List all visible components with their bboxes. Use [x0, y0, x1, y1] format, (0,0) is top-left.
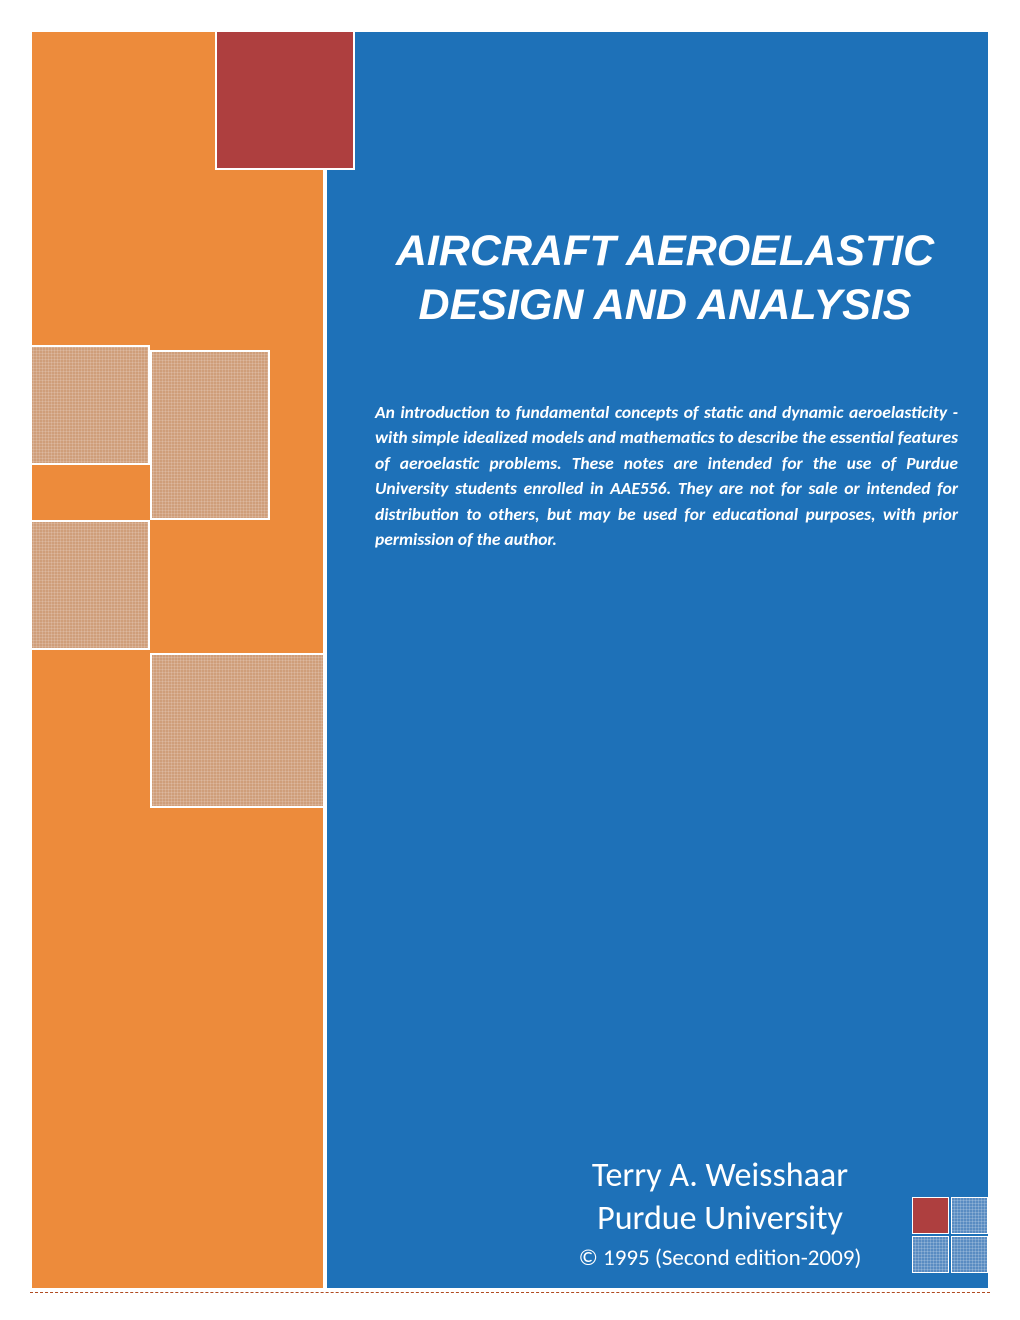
bottom-rule — [30, 1292, 990, 1293]
badge-cell-blue — [912, 1236, 949, 1273]
corner-badge — [910, 1195, 990, 1275]
badge-cell-blue — [951, 1197, 988, 1234]
document-title: AIRCRAFT AEROELASTIC DESIGN AND ANALYSIS — [370, 225, 960, 333]
badge-cell-blue — [951, 1236, 988, 1273]
tan-box — [150, 653, 325, 808]
blue-panel — [325, 30, 990, 1290]
document-subtitle: An introduction to fundamental concepts … — [375, 400, 958, 552]
institution: Purdue University — [540, 1198, 900, 1241]
red-accent-square — [215, 30, 355, 170]
badge-cell-red — [912, 1197, 949, 1234]
tan-box — [30, 520, 150, 650]
tan-box — [30, 345, 150, 465]
author-name: Terry A. Weisshaar — [540, 1155, 900, 1198]
author-block: Terry A. Weisshaar Purdue University © 1… — [540, 1155, 900, 1272]
copyright: © 1995 (Second edition-2009) — [540, 1244, 900, 1272]
tan-box — [150, 350, 270, 520]
